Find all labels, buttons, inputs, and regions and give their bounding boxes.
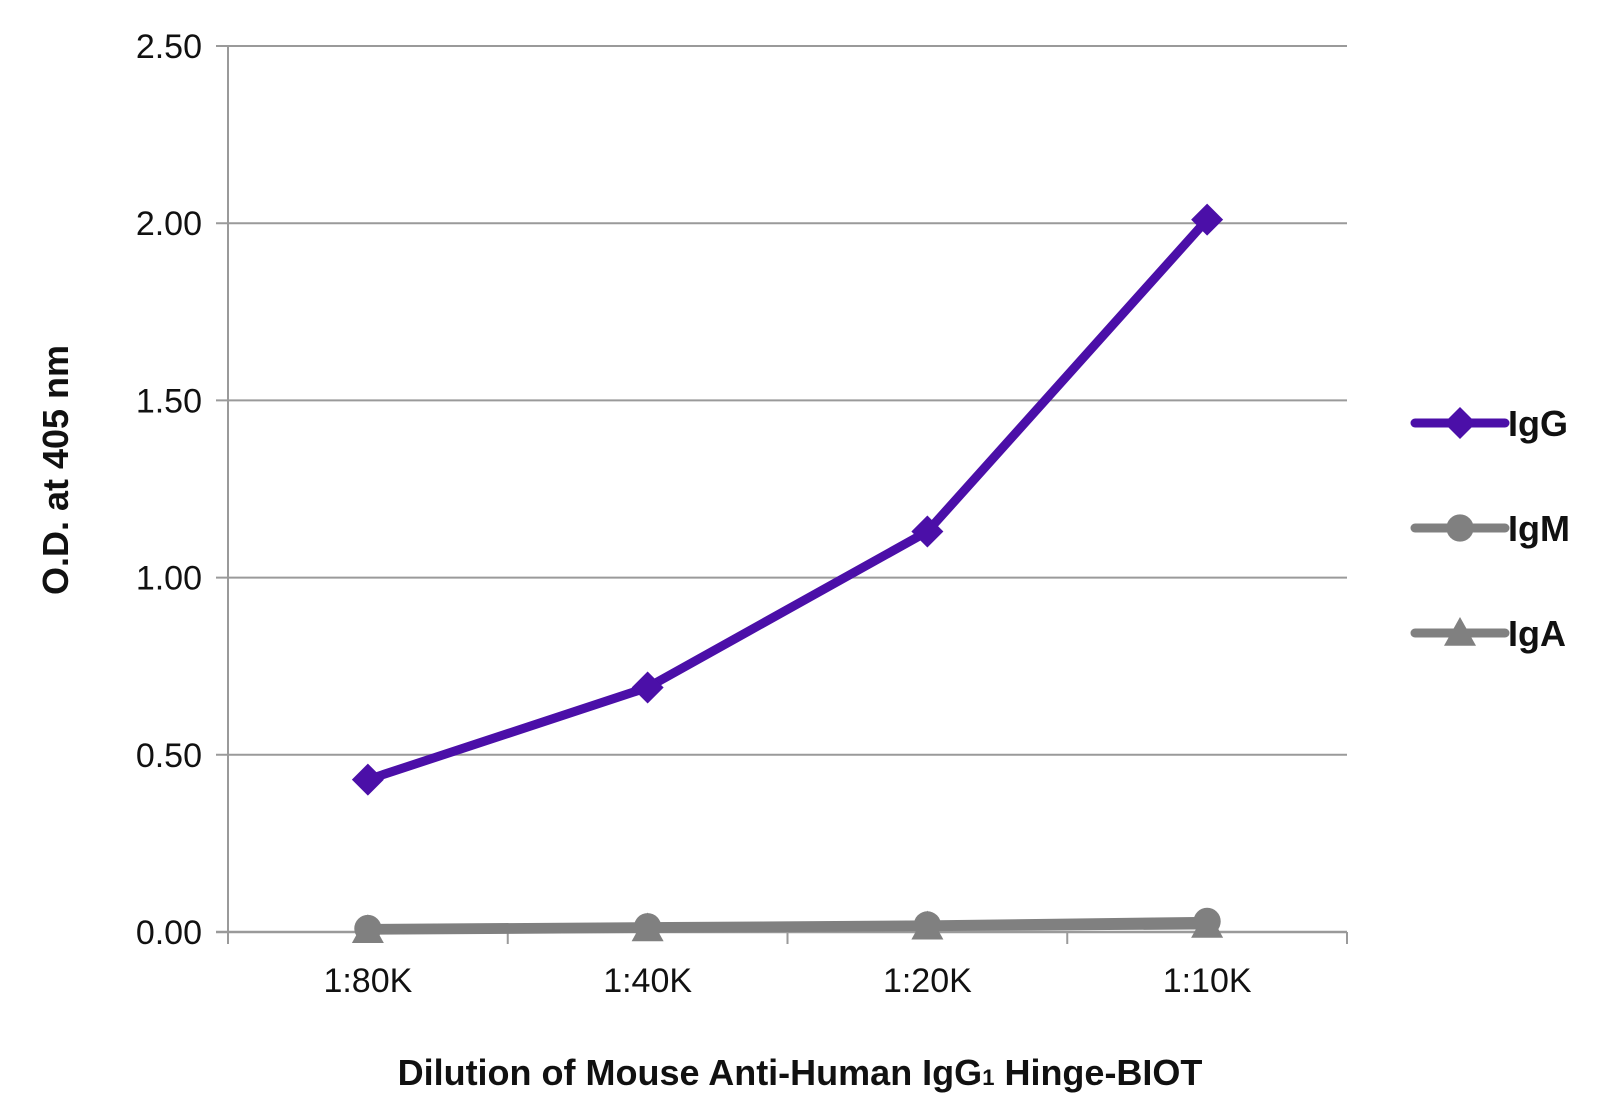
series-IgM <box>354 907 1221 943</box>
x-axis-title-tail: Hinge-BIOT <box>994 1052 1202 1093</box>
x-tick-label: 1:20K <box>883 962 972 1000</box>
x-tick-labels: 1:80K 1:40K 1:20K 1:10K <box>323 962 1251 1000</box>
legend-label: IgA <box>1508 613 1566 654</box>
series-lines <box>351 203 1224 944</box>
legend-label: IgG <box>1508 403 1568 444</box>
x-tick-label: 1:10K <box>1163 962 1252 1000</box>
legend-item-IgG: IgG <box>1410 403 1568 444</box>
x-tick-label: 1:80K <box>323 962 412 1000</box>
data-point-diamond <box>911 515 944 548</box>
series-IgG <box>351 203 1224 796</box>
data-point-diamond <box>351 763 384 796</box>
y-tick-label: 2.50 <box>136 28 202 66</box>
data-point-diamond <box>1444 407 1476 439</box>
y-tick-label: 0.50 <box>136 737 202 775</box>
x-axis-title-main: Dilution of Mouse Anti-Human IgG <box>398 1052 983 1093</box>
y-tick-label: 1.00 <box>136 560 202 598</box>
legend: IgG IgM IgA <box>1410 403 1570 654</box>
data-point-circle <box>354 914 382 943</box>
data-point-diamond <box>631 671 664 704</box>
x-axis-title: Dilution of Mouse Anti-Human IgG1 Hinge-… <box>398 1052 1203 1093</box>
data-point-circle <box>1193 907 1221 935</box>
y-axis-title: O.D. at 405 nm <box>35 345 76 595</box>
y-tick-label: 0.00 <box>136 914 202 952</box>
y-tick-label: 1.50 <box>136 382 202 420</box>
gridlines <box>216 45 1347 933</box>
series-line <box>363 916 1212 933</box>
legend-item-IgM: IgM <box>1410 508 1570 549</box>
x-tick-label: 1:40K <box>603 962 692 1000</box>
series-line <box>363 215 1212 785</box>
y-tick-label: 2.00 <box>136 205 202 243</box>
data-point-circle <box>1446 514 1474 542</box>
data-point-circle <box>913 911 941 939</box>
legend-label: IgM <box>1508 508 1570 549</box>
axes <box>216 46 1348 944</box>
x-axis-title-subscript: 1 <box>982 1065 994 1090</box>
data-point-triangle <box>1444 617 1476 646</box>
y-tick-labels: 0.00 0.50 1.00 1.50 2.00 2.50 <box>136 28 202 952</box>
legend-item-IgA: IgA <box>1410 613 1566 654</box>
data-point-circle <box>634 913 662 941</box>
data-point-diamond <box>1191 203 1224 236</box>
